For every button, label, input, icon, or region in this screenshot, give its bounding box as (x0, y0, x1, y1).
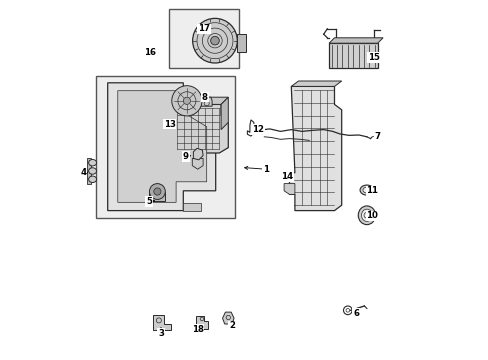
Polygon shape (193, 148, 203, 160)
Polygon shape (107, 83, 215, 211)
Text: 16: 16 (144, 48, 156, 57)
Polygon shape (149, 192, 165, 201)
Polygon shape (289, 86, 341, 211)
Text: 13: 13 (163, 120, 175, 129)
Text: 11: 11 (366, 186, 378, 195)
Text: 3: 3 (158, 328, 163, 338)
Polygon shape (291, 81, 341, 86)
Polygon shape (222, 312, 234, 324)
Polygon shape (174, 97, 228, 104)
Ellipse shape (88, 168, 96, 174)
Circle shape (183, 97, 190, 104)
Text: 17: 17 (198, 24, 210, 33)
Text: 14: 14 (280, 172, 292, 181)
Polygon shape (284, 184, 294, 194)
Text: 8: 8 (202, 93, 207, 102)
Ellipse shape (361, 209, 371, 221)
Circle shape (210, 36, 219, 45)
Polygon shape (195, 316, 208, 329)
Bar (87, 158, 91, 184)
Circle shape (256, 127, 261, 133)
Polygon shape (237, 34, 246, 52)
Text: 10: 10 (366, 211, 377, 220)
Text: 4: 4 (80, 168, 86, 177)
Text: 6: 6 (352, 309, 358, 318)
Text: 12: 12 (252, 125, 264, 134)
Polygon shape (174, 104, 228, 153)
Polygon shape (118, 91, 206, 202)
Text: 7: 7 (374, 132, 380, 141)
Ellipse shape (359, 185, 373, 195)
Circle shape (171, 86, 202, 116)
Circle shape (149, 184, 165, 199)
Circle shape (192, 18, 237, 63)
Ellipse shape (88, 176, 96, 183)
Ellipse shape (362, 187, 370, 193)
Polygon shape (328, 38, 382, 43)
Text: 5: 5 (146, 197, 152, 206)
Bar (168, 9, 239, 68)
Bar (96, 76, 234, 218)
Text: 18: 18 (191, 325, 203, 334)
Ellipse shape (358, 206, 375, 225)
Text: 2: 2 (228, 321, 234, 330)
Text: 9: 9 (183, 152, 188, 161)
Polygon shape (201, 97, 212, 106)
Polygon shape (221, 97, 228, 130)
Polygon shape (328, 43, 377, 68)
Circle shape (153, 188, 161, 195)
Ellipse shape (88, 159, 96, 166)
Polygon shape (192, 158, 203, 169)
Text: 1: 1 (263, 165, 268, 174)
Polygon shape (152, 315, 170, 330)
Text: 15: 15 (367, 53, 379, 62)
Polygon shape (183, 203, 201, 211)
